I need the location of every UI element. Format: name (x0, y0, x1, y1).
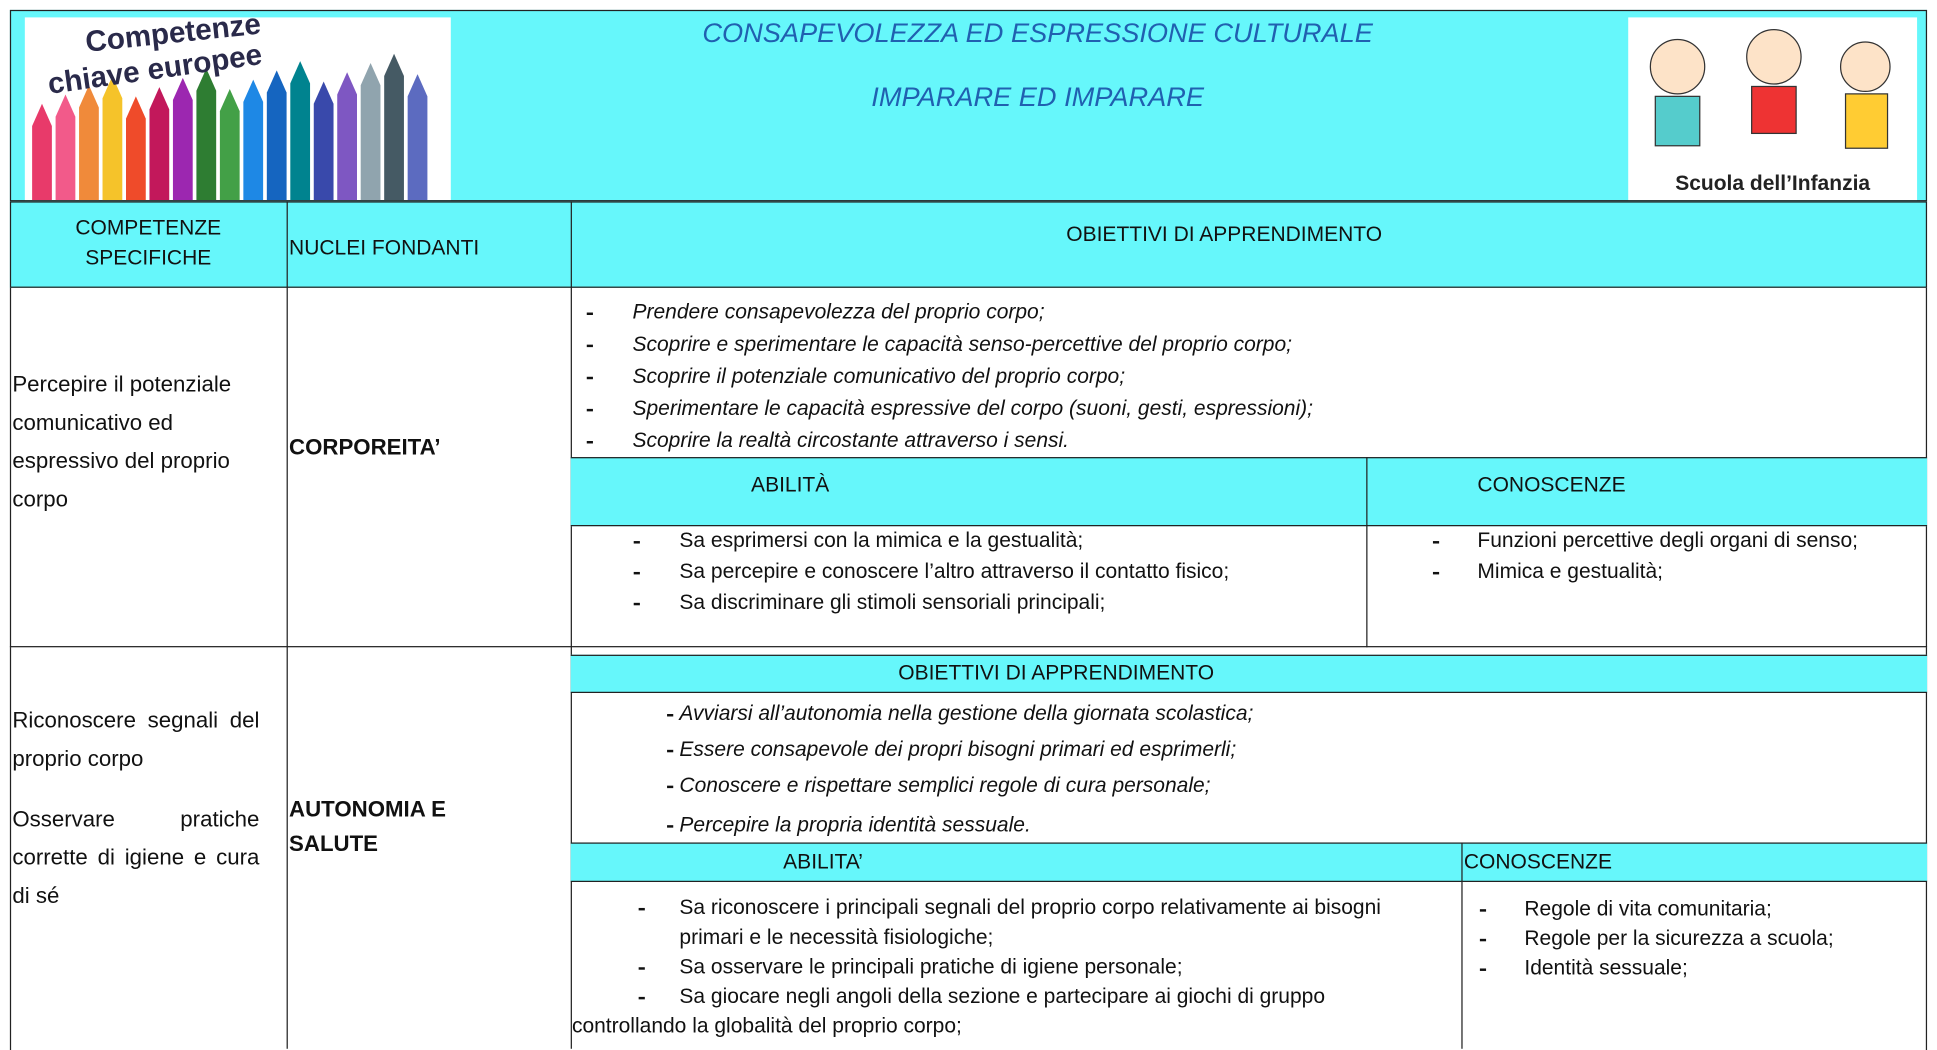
list-item: Mimica e gestualità; (1477, 559, 1664, 584)
pencil (337, 72, 358, 201)
logo-children: Scuola dell’Infanzia (1628, 17, 1918, 201)
bullet (638, 967, 645, 970)
bullet (586, 408, 593, 412)
list-item: Sa esprimersi con la mimica e la gestual… (679, 528, 1084, 553)
bullet (1432, 571, 1440, 575)
pencil (290, 61, 311, 201)
bullet (1432, 541, 1440, 544)
list-item: Essere consapevole dei propri bisogni pr… (679, 737, 1237, 761)
list-item: Funzioni percettive degli organi di sens… (1477, 528, 1858, 553)
sub-header: CONOSCENZE (1477, 473, 1626, 497)
list-item: Percepire la propria identità sessuale. (679, 812, 1031, 837)
list-item: Prendere consapevolezza del proprio corp… (632, 300, 1045, 324)
column-divider (570, 201, 572, 1049)
subtitle: IMPARARE ED IMPARARE (871, 81, 1205, 113)
pencil (313, 81, 334, 201)
list-item: Sperimentare le capacità espressive del … (632, 396, 1313, 421)
pencil (102, 75, 123, 201)
bullet (586, 441, 593, 444)
list-item: Sa riconoscere i principali segnali del … (679, 895, 1381, 949)
pencil (243, 79, 264, 201)
list-item: Sa giocare negli angoli della sezione e … (571, 984, 1326, 1038)
bullet (1479, 968, 1487, 971)
competenza: Riconoscere segnali del proprio corpo (12, 707, 260, 771)
competenza: Osservare pratiche corrette di igiene e … (12, 806, 260, 908)
list-item: Conoscere e rispettare semplici regole d… (679, 773, 1211, 797)
bullet (633, 541, 640, 544)
column-divider (286, 201, 288, 1049)
pencil (196, 68, 217, 201)
sub-header: CONOSCENZE (1463, 849, 1613, 874)
pencil (266, 70, 287, 201)
list-item: Identità sessuale; (1524, 956, 1688, 980)
bullet (1479, 938, 1487, 942)
pencil (219, 88, 240, 201)
bullet (667, 749, 674, 753)
list-item: Sa osservare le principali pratiche di i… (679, 954, 1183, 979)
bullet (667, 825, 674, 828)
pencil (79, 85, 99, 201)
bullet (633, 602, 640, 606)
column-header: COMPETENZE SPECIFICHE (75, 216, 222, 270)
list-item: Regole di vita comunitaria; (1524, 896, 1772, 921)
pencil (384, 53, 404, 201)
list-item: Regole per la sicurezza a scuola; (1524, 926, 1834, 950)
sub-header-band (570, 654, 1928, 694)
pencil (55, 94, 76, 201)
pencil (407, 74, 428, 201)
list-item: Sa discriminare gli stimoli sensoriali p… (679, 590, 1106, 614)
competenza: Percepire il potenziale comunicativo ed … (12, 371, 232, 512)
bullet (586, 312, 593, 316)
nucleo: CORPOREITA’ (289, 434, 441, 460)
list-item: Scoprire la realtà circostante attravers… (632, 428, 1069, 453)
column-header: NUCLEI FONDANTI (289, 235, 480, 260)
column-header-band (9, 201, 1928, 288)
sub-header-band (570, 842, 1928, 883)
sub-header: ABILITÀ (751, 473, 830, 497)
divider (1461, 842, 1463, 1049)
bullet (1479, 909, 1487, 912)
list-item: Scoprire e sperimentare le capacità sens… (632, 332, 1292, 356)
bullet (586, 376, 593, 380)
column-header: OBIETTIVI DI APPRENDIMENTO (1066, 222, 1383, 246)
pencil (149, 87, 170, 201)
pencil (32, 103, 52, 201)
bullet (667, 785, 674, 789)
pencil (126, 96, 146, 201)
title: CONSAPEVOLEZZA ED ESPRESSIONE CULTURALE (702, 17, 1373, 49)
list-item: Avviarsi all’autonomia nella gestione de… (679, 701, 1254, 726)
pencil (360, 63, 381, 201)
sub-header-band (570, 457, 1928, 527)
list-item: Scoprire il potenziale comunicativo del … (632, 364, 1126, 388)
list-item: Sa percepire e conoscere l’altro attrave… (679, 559, 1230, 584)
divider (1366, 457, 1368, 648)
sub-header: ABILITA’ (783, 849, 863, 874)
sub-header: OBIETTIVI DI APPRENDIMENTO (898, 660, 1215, 685)
logo-pencils: Competenze chiave europee (24, 17, 451, 201)
pencil (172, 77, 193, 201)
bullet (586, 344, 593, 348)
school-label: Scuola dell’Infanzia (1675, 172, 1870, 195)
nucleo: AUTONOMIA E SALUTE (289, 796, 446, 857)
bullet (667, 714, 674, 717)
bullet (638, 996, 645, 1000)
bullet (633, 571, 640, 575)
bullet (638, 907, 645, 911)
